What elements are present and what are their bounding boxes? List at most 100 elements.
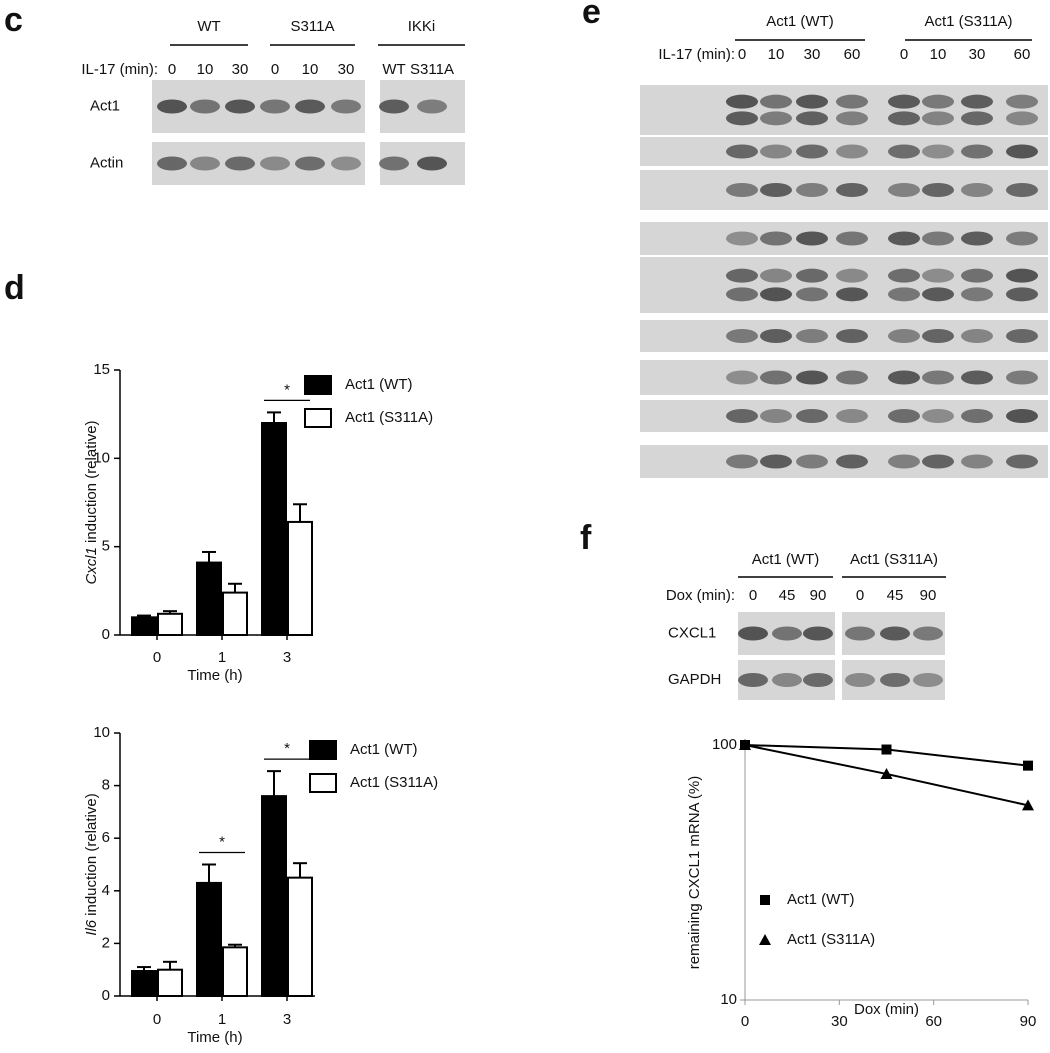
x-axis-label: Time (h) xyxy=(187,1029,242,1046)
blot-band xyxy=(726,94,758,109)
y-tick-label: 5 xyxy=(102,538,110,555)
y-axis-label: Cxcl1 induction (relative) xyxy=(83,420,100,584)
blot-band xyxy=(726,370,758,385)
x-tick-label: 3 xyxy=(283,649,291,666)
panel-label: f xyxy=(580,519,592,557)
lane-label: 90 xyxy=(810,587,827,604)
bar xyxy=(261,422,287,636)
y-tick-label: 0 xyxy=(102,626,110,643)
blot-band xyxy=(880,626,910,641)
legend-swatch xyxy=(309,740,337,760)
blot-band xyxy=(260,99,290,114)
blot-band xyxy=(760,287,792,302)
blot-band xyxy=(1006,329,1038,343)
y-tick-label: 6 xyxy=(102,829,110,846)
bar xyxy=(157,968,183,998)
blot-band xyxy=(836,454,868,469)
blot-band xyxy=(888,287,920,302)
group-label: S311A xyxy=(291,18,335,35)
condition-label: Dox (min): xyxy=(666,587,735,604)
blot-band xyxy=(922,329,954,343)
blot-band xyxy=(961,183,993,197)
blot-band xyxy=(888,268,920,283)
blot-band xyxy=(836,231,868,246)
blot-band xyxy=(225,156,255,171)
blot-band xyxy=(796,183,828,197)
lane-label: 0 xyxy=(738,46,746,63)
blot-band xyxy=(726,111,758,126)
marker xyxy=(880,767,893,779)
blot-band xyxy=(379,99,409,114)
lane-label: 30 xyxy=(232,61,249,78)
blot-band xyxy=(726,454,758,469)
row-label: CXCL1 xyxy=(668,624,716,641)
blot-band xyxy=(157,99,187,114)
blot-band xyxy=(726,144,758,159)
blot-band xyxy=(961,409,993,423)
bar xyxy=(196,881,222,997)
blot-band xyxy=(796,287,828,302)
blot-band xyxy=(922,231,954,246)
row-label: GAPDH xyxy=(668,671,721,688)
blot-band xyxy=(760,370,792,385)
group-label: Act1 (WT) xyxy=(752,551,820,568)
blot-band xyxy=(760,183,792,197)
bar xyxy=(157,612,183,636)
blot-band xyxy=(888,111,920,126)
lane-label: 10 xyxy=(302,61,319,78)
legend-swatch xyxy=(309,773,337,793)
blot-band xyxy=(772,626,802,641)
legend-label: Act1 (S311A) xyxy=(350,774,438,791)
x-tick-label: 30 xyxy=(831,1013,848,1030)
blot-band xyxy=(961,268,993,283)
blot-band xyxy=(913,626,943,641)
blot-band xyxy=(836,111,868,126)
blot-band xyxy=(760,329,792,343)
lane-label: 0 xyxy=(856,587,864,604)
blot-band xyxy=(760,454,792,469)
lane-label: 10 xyxy=(197,61,214,78)
y-label-gene: Il6 xyxy=(83,919,100,936)
blot-band xyxy=(922,370,954,385)
blot-band xyxy=(760,409,792,423)
bar xyxy=(196,561,222,636)
x-tick-label: 90 xyxy=(1020,1013,1037,1030)
blot-band xyxy=(772,673,802,687)
blot-band xyxy=(961,287,993,302)
significance-mark: * xyxy=(284,740,290,757)
legend-label: Act1 (WT) xyxy=(350,741,418,758)
blot-band xyxy=(760,268,792,283)
blot-band xyxy=(888,231,920,246)
legend-swatch xyxy=(304,408,332,428)
blot-band xyxy=(922,454,954,469)
blot-band xyxy=(260,156,290,171)
blot-band xyxy=(922,268,954,283)
blot-band xyxy=(796,268,828,283)
blot-band xyxy=(836,409,868,423)
lane-label: 45 xyxy=(887,587,904,604)
lane-label: 30 xyxy=(338,61,355,78)
y-axis-label: Il6 induction (relative) xyxy=(83,793,100,935)
marker xyxy=(1023,760,1033,771)
group-label: Act1 (S311A) xyxy=(850,551,938,568)
blot-band xyxy=(961,454,993,469)
blot-band xyxy=(760,111,792,126)
legend-swatch xyxy=(304,375,332,395)
blot-band xyxy=(796,454,828,469)
blot-strip xyxy=(640,85,1048,135)
x-axis-label: Dox (min) xyxy=(854,1001,919,1018)
y-tick-label: 10 xyxy=(93,449,110,466)
blot-band xyxy=(796,111,828,126)
blot-band xyxy=(760,94,792,109)
y-tick-label: 10 xyxy=(720,991,737,1008)
blot-band xyxy=(295,156,325,171)
blot-band xyxy=(888,409,920,423)
blot-band xyxy=(1006,454,1038,469)
blot-band xyxy=(225,99,255,114)
lane-label: 0 xyxy=(749,587,757,604)
marker xyxy=(881,744,892,755)
bar xyxy=(131,970,157,998)
lane-label: 10 xyxy=(930,46,947,63)
blot-band xyxy=(1006,370,1038,385)
